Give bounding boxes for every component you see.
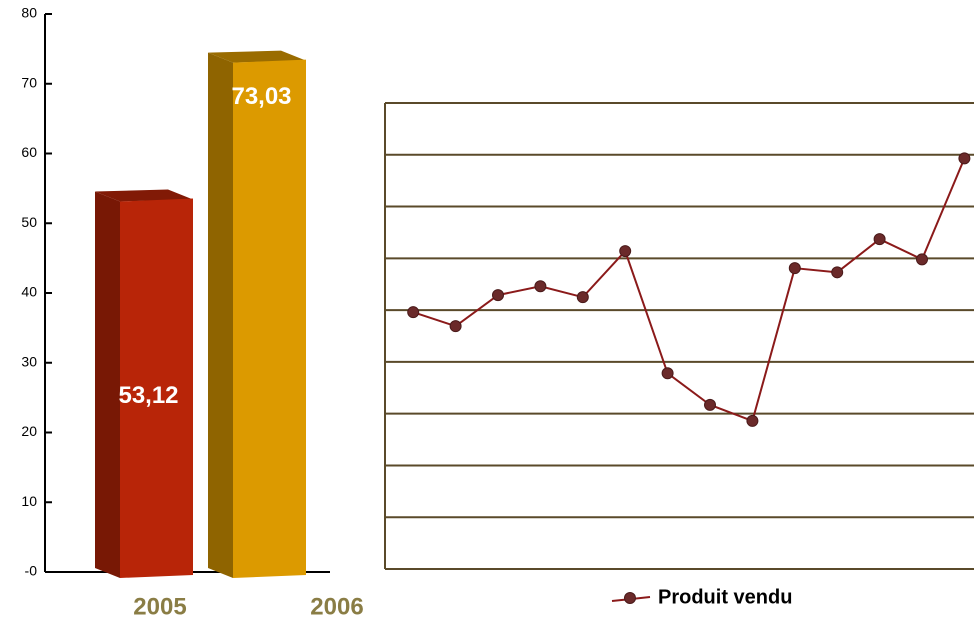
- bar: [208, 50, 306, 579]
- marker: [704, 398, 716, 411]
- x-tick-label: 2005: [133, 593, 186, 620]
- x-tick-label: 2006: [310, 593, 363, 620]
- marker: [492, 289, 504, 302]
- marker: [407, 306, 420, 319]
- y-tick-label: 60: [21, 144, 37, 160]
- y-tick-label: 40: [21, 284, 37, 300]
- bar-front: [233, 59, 306, 579]
- bar-top: [208, 50, 306, 63]
- marker: [788, 262, 801, 275]
- bar-front: [120, 198, 193, 578]
- marker: [661, 367, 674, 380]
- marker: [534, 280, 547, 293]
- value-label: 73,03: [231, 83, 291, 110]
- bar-side: [208, 52, 233, 579]
- y-tick-label: 30: [21, 353, 37, 369]
- line: [412, 158, 966, 423]
- marker: [619, 245, 632, 258]
- marker: [576, 291, 589, 304]
- marker: [831, 266, 844, 279]
- y-tick-label: 50: [21, 214, 37, 230]
- y-tick-label: 20: [21, 423, 37, 439]
- y-tick-label: -0: [25, 563, 38, 579]
- marker: [958, 152, 971, 165]
- y-tick-label: 10: [21, 493, 37, 509]
- marker: [449, 320, 462, 333]
- legend-label: Produit vendu: [658, 586, 792, 608]
- marker: [916, 253, 928, 266]
- value-label: 53,12: [118, 382, 178, 409]
- marker: [873, 233, 886, 246]
- marker: [746, 414, 759, 427]
- y-tick-label: 80: [21, 5, 37, 21]
- bar-top: [95, 189, 193, 202]
- bar-side: [95, 191, 120, 578]
- legend-marker: [624, 592, 636, 604]
- y-tick-label: 70: [21, 74, 37, 90]
- bar: [95, 189, 193, 578]
